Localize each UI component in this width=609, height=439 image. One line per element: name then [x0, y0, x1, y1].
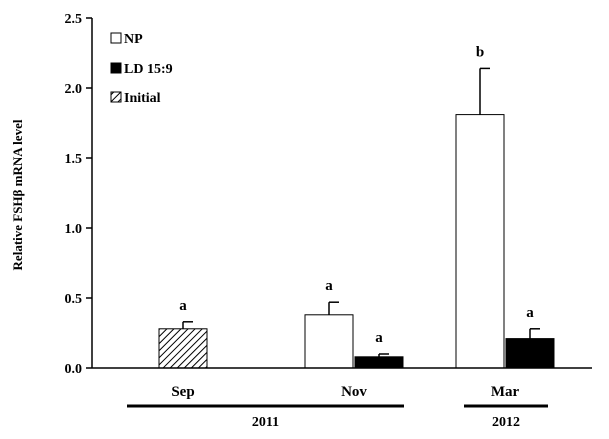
y-tick-label: 2.0 — [65, 82, 83, 97]
bar-ld-15-9-mar — [505, 338, 555, 369]
significance-label: b — [476, 44, 484, 60]
legend-swatch — [110, 32, 122, 44]
y-axis-label: Relative FSHβ mRNA level — [10, 119, 25, 270]
y-tick-label: 1.0 — [65, 222, 83, 237]
significance-label: a — [375, 330, 383, 346]
significance-label: a — [526, 305, 534, 321]
legend-label: LD 15:9 — [124, 62, 173, 77]
y-tick-label: 0.0 — [65, 362, 83, 377]
y-tick-label: 1.5 — [65, 152, 83, 167]
legend-swatch — [110, 62, 122, 74]
legend-label: NP — [124, 32, 143, 47]
bar-initial-sep — [158, 328, 208, 369]
bar-np-mar — [455, 114, 505, 369]
year-group-label: 2012 — [492, 415, 520, 430]
year-group-label: 2011 — [252, 415, 279, 430]
legend: NP LD 15:9 Initial — [110, 32, 173, 106]
legend-label: Initial — [124, 91, 161, 106]
x-tick-label: Sep — [171, 384, 194, 400]
x-tick-label: Nov — [341, 384, 367, 400]
significance-label: a — [325, 278, 333, 294]
y-tick-label: 2.5 — [65, 12, 83, 27]
plot-area: a a a b a — [158, 44, 555, 369]
x-tick-label: Mar — [491, 384, 520, 400]
bar-np-nov — [304, 314, 354, 369]
legend-swatch — [110, 91, 122, 103]
bar-ld-15-9-nov — [354, 356, 404, 369]
significance-label: a — [179, 298, 187, 314]
y-tick-label: 0.5 — [65, 292, 83, 307]
